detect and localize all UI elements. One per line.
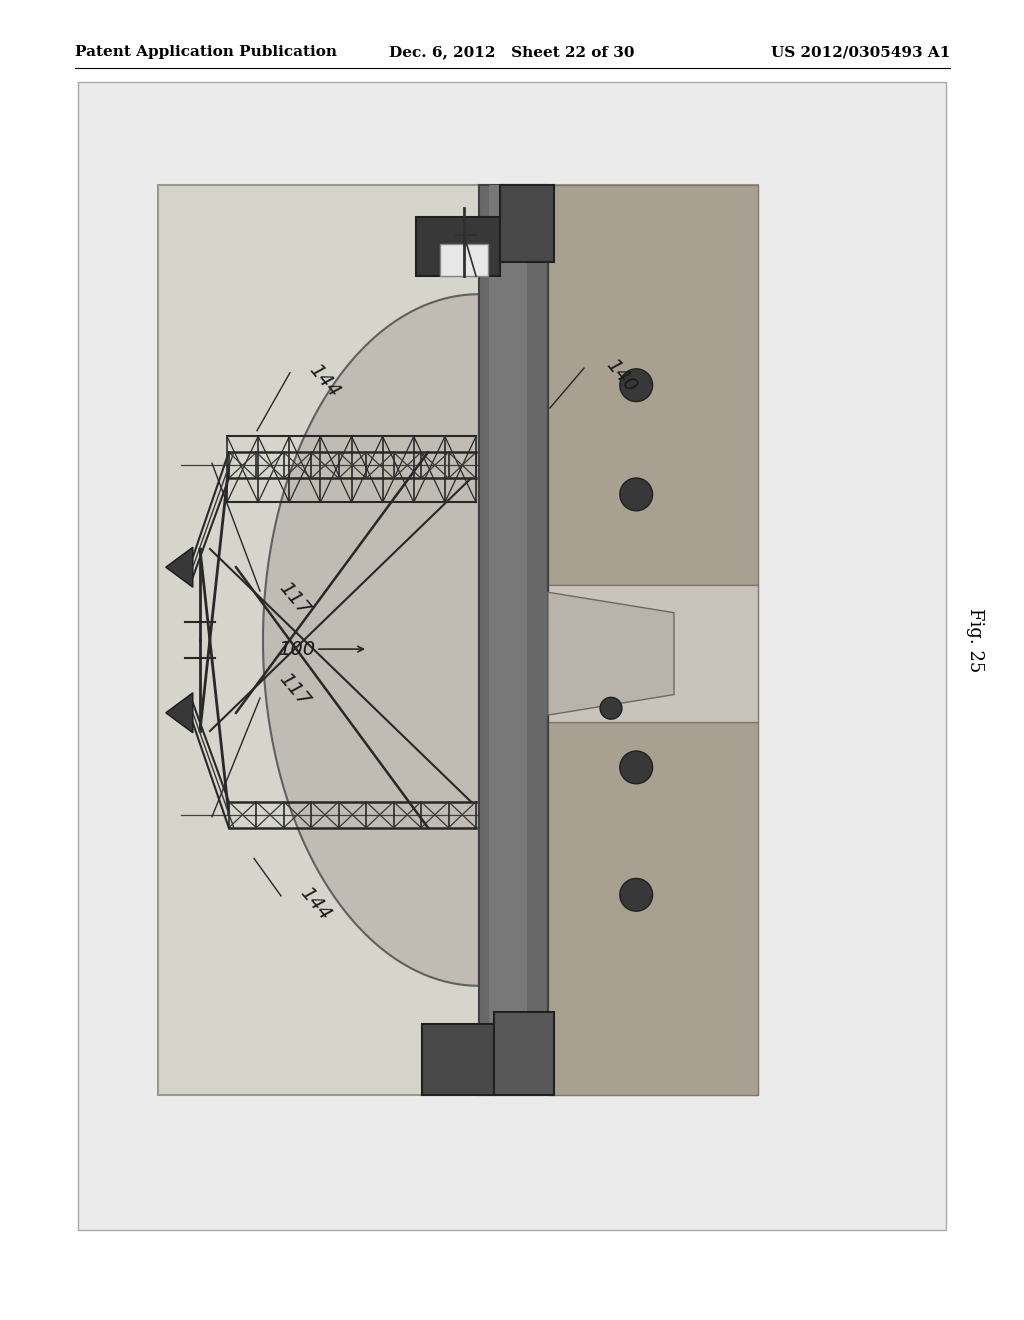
Polygon shape [548,593,674,715]
Circle shape [620,478,652,511]
Bar [422,1024,494,1096]
Bar [440,244,488,276]
Text: 144: 144 [305,360,343,401]
Text: 117: 117 [275,669,313,710]
Polygon shape [263,294,479,986]
Bar [158,185,758,1096]
Circle shape [620,368,652,401]
Circle shape [620,878,652,911]
Text: US 2012/0305493 A1: US 2012/0305493 A1 [771,45,950,59]
Bar [500,185,554,263]
Bar [416,216,500,276]
Text: Patent Application Publication: Patent Application Publication [75,45,337,59]
Circle shape [620,751,652,784]
Text: 140: 140 [602,356,640,396]
Bar [78,82,946,1230]
Bar [489,185,527,1096]
Bar [494,1012,554,1096]
Text: Fig. 25: Fig. 25 [966,609,984,672]
Bar [548,722,758,1096]
Text: Dec. 6, 2012   Sheet 22 of 30: Dec. 6, 2012 Sheet 22 of 30 [389,45,635,59]
Bar [548,185,758,585]
Text: 100: 100 [278,640,315,659]
Polygon shape [166,548,193,587]
Circle shape [600,697,622,719]
Polygon shape [166,693,193,733]
Text: 144: 144 [296,883,335,924]
Text: 117: 117 [275,578,313,619]
Bar [548,585,758,722]
Bar [479,185,548,1096]
